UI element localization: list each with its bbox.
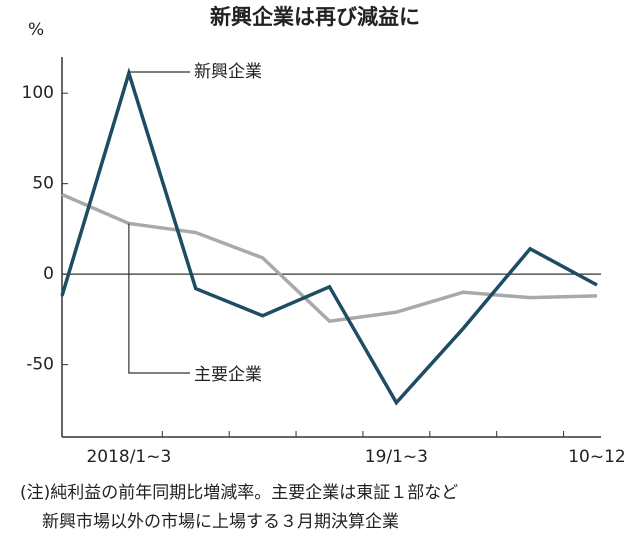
series-label: 主要企業 xyxy=(194,365,262,385)
y-tick-label: 100 xyxy=(22,83,54,103)
x-tick-label: 10~12 xyxy=(568,447,626,467)
x-tick-label: 2018/1~3 xyxy=(86,447,171,467)
y-tick-label: 50 xyxy=(32,174,54,194)
series-line xyxy=(61,192,598,324)
y-tick-label: 0 xyxy=(43,264,54,284)
x-tick-label: 19/1~3 xyxy=(365,447,428,467)
y-tick-label: -50 xyxy=(26,355,54,375)
series-label: 新興企業 xyxy=(194,62,262,82)
chart-title: 新興企業は再び減益に xyxy=(210,5,420,29)
note: (注)純利益の前年同期比増減率。主要企業は東証１部など xyxy=(20,483,458,503)
series-line xyxy=(60,67,598,406)
leader-line xyxy=(128,71,190,73)
note: 新興市場以外の市場に上場する３月期決算企業 xyxy=(42,512,399,532)
leader-line xyxy=(128,223,190,374)
y-unit: % xyxy=(28,20,44,40)
